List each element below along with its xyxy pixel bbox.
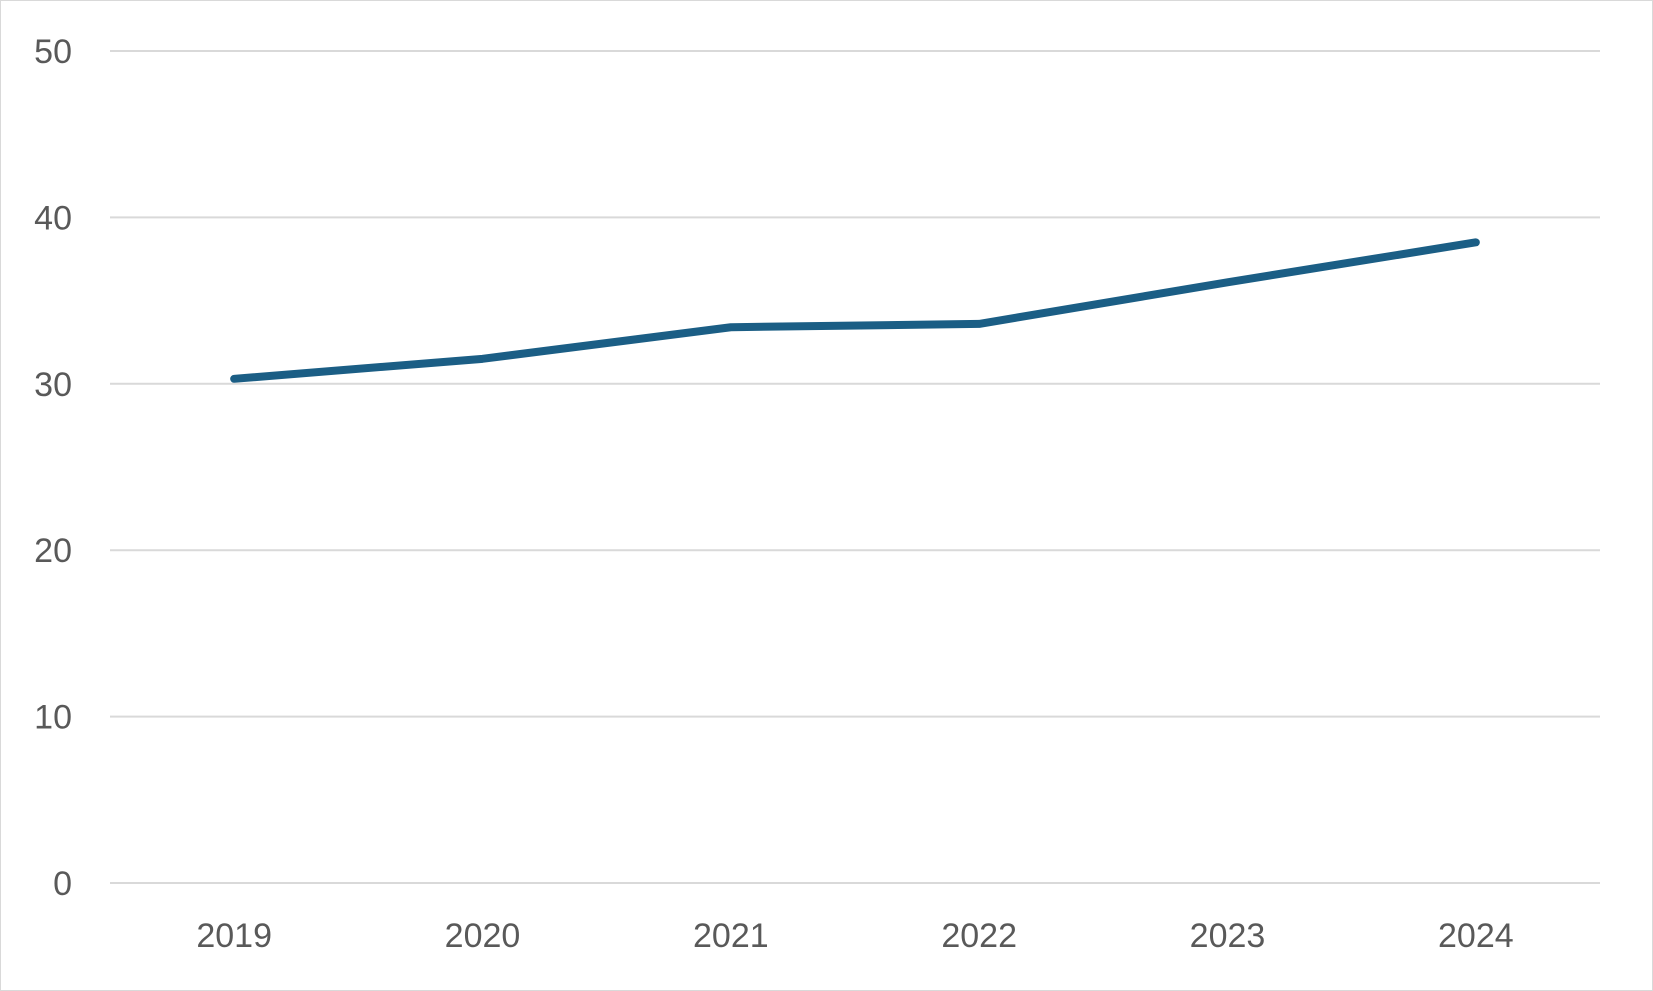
x-tick-label: 2022: [941, 917, 1017, 955]
series-line-0: [230, 238, 1480, 383]
y-axis-ticks: 0 10 20 30 40 50: [34, 33, 72, 903]
y-tick-label: 30: [34, 366, 72, 404]
y-tick-label: 0: [53, 865, 72, 903]
y-tick-label: 20: [34, 532, 72, 570]
y-tick-label: 40: [34, 199, 72, 237]
x-tick-label: 2019: [196, 917, 272, 955]
x-axis-ticks: 2019 2020 2021 2022 2023 2024: [196, 917, 1513, 955]
x-tick-label: 2021: [693, 917, 769, 955]
y-tick-label: 50: [34, 33, 72, 71]
x-tick-label: 2020: [445, 917, 521, 955]
gridlines: [110, 50, 1600, 884]
x-tick-label: 2024: [1438, 917, 1514, 955]
y-tick-label: 10: [34, 699, 72, 737]
series-layer: [230, 238, 1480, 383]
x-tick-label: 2023: [1190, 917, 1266, 955]
